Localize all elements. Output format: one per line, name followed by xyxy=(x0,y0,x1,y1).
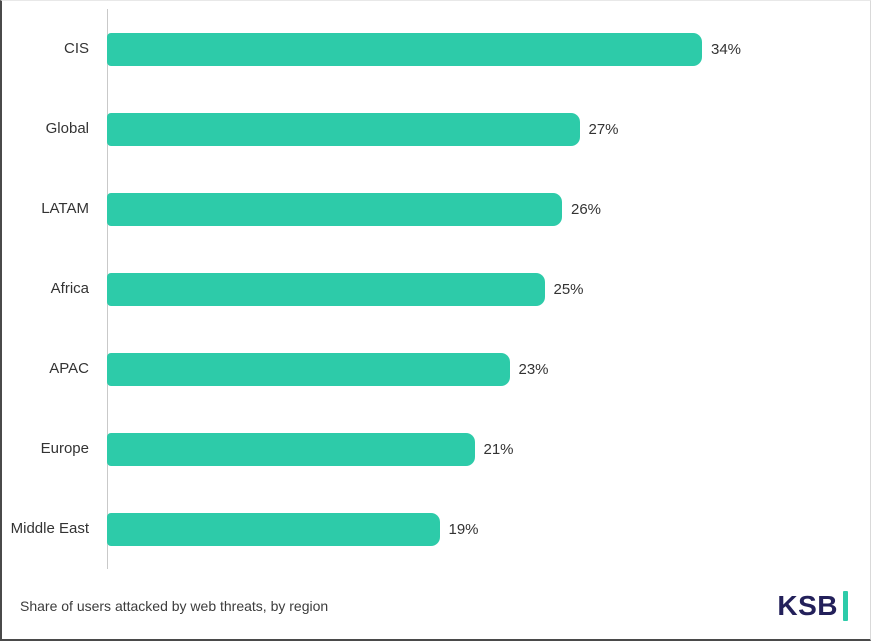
bar-row: Middle East 19% xyxy=(2,489,870,569)
ksb-logo-bar-icon xyxy=(843,591,848,621)
bar xyxy=(107,272,545,306)
category-label: Global xyxy=(45,119,89,137)
bar-rows-container: CIS 34% Global 27% LATAM 26% Africa 25% APAC 23% E… xyxy=(2,9,870,569)
category-label: Africa xyxy=(50,279,89,297)
value-label: 26% xyxy=(571,200,602,218)
category-label: LATAM xyxy=(41,199,89,217)
bar xyxy=(107,512,440,546)
bar xyxy=(107,432,475,466)
chart-caption: Share of users attacked by web threats, … xyxy=(20,598,329,614)
bar-track: 26% xyxy=(99,192,870,226)
category-label: CIS xyxy=(63,39,89,57)
ksb-logo: KSB xyxy=(777,591,848,621)
bar xyxy=(107,112,580,146)
bar xyxy=(107,32,702,66)
bar-row: APAC 23% xyxy=(2,329,870,409)
bar-row: CIS 34% xyxy=(2,9,870,89)
category-label: APAC xyxy=(49,359,89,377)
bar-track: 23% xyxy=(99,352,870,386)
chart-footer: Share of users attacked by web threats, … xyxy=(2,573,870,639)
category-label: Europe xyxy=(40,439,89,457)
bar xyxy=(107,352,510,386)
bar-row: Africa 25% xyxy=(2,249,870,329)
bar xyxy=(107,192,562,226)
ksb-logo-text: KSB xyxy=(777,590,838,621)
category-label: Middle East xyxy=(10,519,89,537)
bar-row: LATAM 26% xyxy=(2,169,870,249)
value-label: 19% xyxy=(448,520,479,538)
value-label: 27% xyxy=(588,120,619,138)
bar-row: Europe 21% xyxy=(2,409,870,489)
bar-track: 25% xyxy=(99,272,870,306)
value-label: 23% xyxy=(518,360,549,378)
value-label: 21% xyxy=(483,440,514,458)
bar-row: Global 27% xyxy=(2,89,870,169)
bar-track: 27% xyxy=(99,112,870,146)
bar-chart: CIS 34% Global 27% LATAM 26% Africa 25% APAC 23% E… xyxy=(2,9,870,569)
bar-track: 21% xyxy=(99,432,870,466)
bar-track: 19% xyxy=(99,512,870,546)
value-label: 34% xyxy=(711,40,742,58)
value-label: 25% xyxy=(553,280,584,298)
bar-track: 34% xyxy=(99,32,870,66)
